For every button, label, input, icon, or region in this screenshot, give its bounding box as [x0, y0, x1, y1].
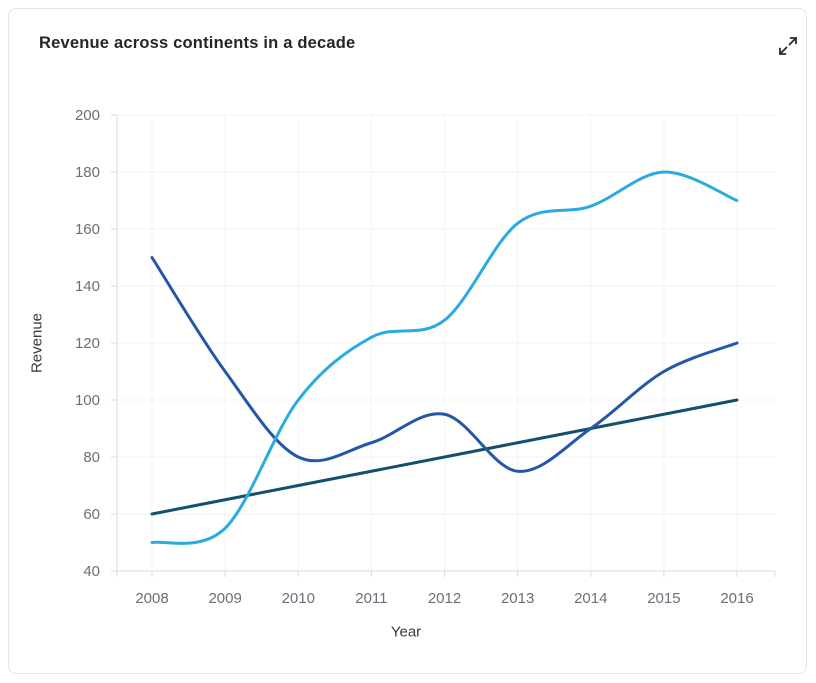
x-axis-title: Year: [390, 623, 422, 641]
expand-button[interactable]: [773, 31, 803, 61]
chart-card: Revenue across continents in a decade: [8, 8, 807, 674]
expand-icon: [776, 34, 800, 58]
y-axis-title: Revenue: [28, 312, 46, 374]
chart-title: Revenue across continents in a decade: [39, 34, 356, 52]
